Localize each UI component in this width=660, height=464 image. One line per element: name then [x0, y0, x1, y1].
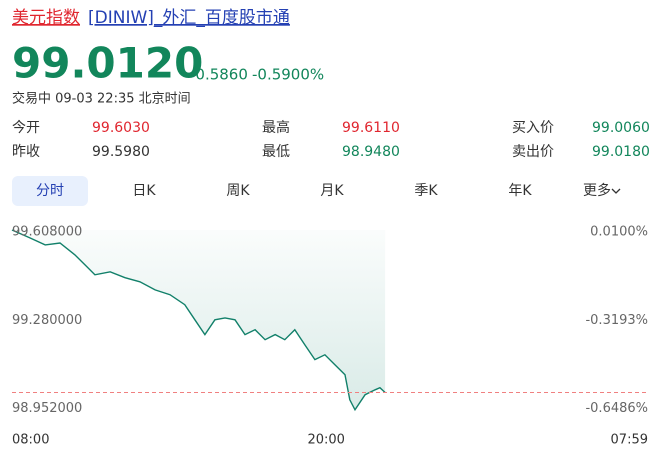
x-tick-label: 20:00: [307, 433, 344, 448]
line: [11, 229, 386, 412]
title-code[interactable]: [DINIW]_外汇_百度股市通: [88, 8, 290, 28]
y2-tick-label: -0.3193%: [585, 313, 648, 328]
y2-tick-label: -0.6486%: [585, 401, 648, 416]
y2-tick-label: 0.0100%: [590, 224, 648, 239]
x-tick-label: 07:59: [611, 433, 648, 448]
change-pct: -0.5900%: [252, 66, 324, 84]
more-chevron: [611, 188, 621, 194]
tab[interactable]: 季K: [414, 183, 438, 199]
price: 99.0120: [12, 39, 203, 88]
chart: 99.608000 99.280000 98.952000 0.0100% -0.319…: [11, 224, 648, 448]
y-tick-label: 99.280000: [12, 313, 82, 328]
field-label: 昨收: [12, 144, 40, 160]
status: 交易中 09-03 22:35 北京时间: [12, 91, 191, 107]
field-value: 99.6110: [342, 120, 400, 136]
y-tick-label: 99.608000: [12, 224, 82, 239]
tab[interactable]: 更多: [583, 182, 611, 199]
title-name[interactable]: 美元指数: [12, 8, 80, 28]
tab[interactable]: 周K: [226, 183, 250, 199]
y-tick-label: 98.952000: [12, 401, 82, 416]
field-label: 卖出价: [512, 144, 554, 160]
change: -0.5860: [190, 66, 248, 84]
tab[interactable]: 日K: [132, 183, 156, 199]
field-value: 99.0180: [592, 144, 650, 160]
field-value: 99.6030: [92, 120, 150, 136]
field-label: 最高: [262, 119, 290, 136]
field-label: 买入价: [512, 120, 554, 136]
tab[interactable]: 年K: [508, 183, 532, 199]
field-value: 99.0060: [592, 120, 650, 136]
active-tab-bg: [12, 176, 88, 206]
area: [12, 230, 386, 410]
x-tick-label: 08:00: [12, 433, 49, 448]
field-value: 98.9480: [342, 144, 400, 160]
field-value: 99.5980: [92, 144, 150, 160]
field-label: 最低: [262, 144, 290, 160]
field-label: 今开: [12, 120, 40, 136]
tab[interactable]: 月K: [320, 183, 344, 199]
tab[interactable]: 分时: [36, 183, 64, 199]
